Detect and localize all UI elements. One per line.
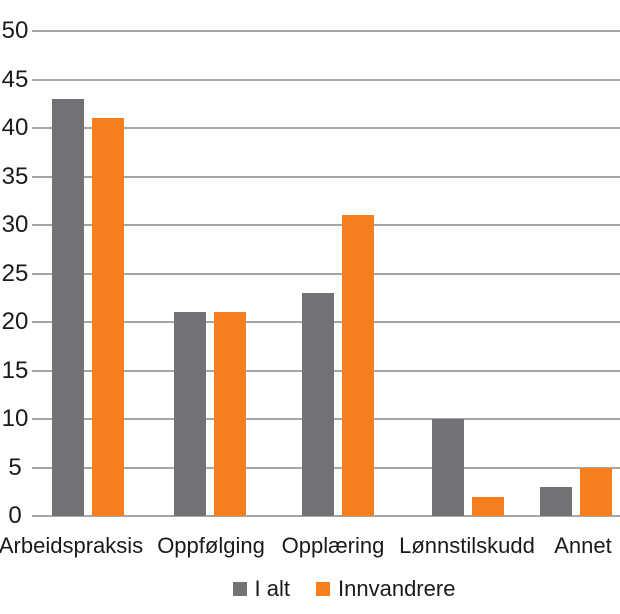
bar-i-alt-arbeidspraksis — [52, 98, 84, 516]
y-tick-label-20: 20 — [1, 308, 29, 335]
gridline-50 — [32, 30, 620, 32]
category-label-oppl-ring: Opplæring — [281, 533, 385, 558]
bar-innvandrere-annet — [580, 467, 612, 516]
bar-innvandrere-oppf-lging — [214, 312, 246, 516]
category-label-arbeidspraksis: Arbeidspraksis — [0, 533, 144, 558]
y-tick-label-40: 40 — [1, 114, 29, 141]
y-tick-label-5: 5 — [8, 453, 22, 481]
category-label-annet: Annet — [554, 533, 612, 558]
bar-i-alt-annet — [540, 486, 572, 516]
gridline-35 — [32, 175, 620, 178]
gridline-25 — [32, 272, 620, 275]
category-label-l-nnstilskudd: Lønnstilskudd — [399, 533, 535, 558]
gridline-40 — [32, 127, 620, 129]
legend: I alt Innvandrere — [32, 577, 620, 601]
y-tick-label-45: 45 — [1, 65, 29, 93]
bar-innvandrere-oppl-ring — [342, 215, 374, 516]
y-tick-label-30: 30 — [1, 211, 29, 238]
bar-i-alt-oppf-lging — [174, 312, 206, 516]
y-tick-label-15: 15 — [1, 356, 29, 384]
y-tick-label-25: 25 — [1, 259, 29, 287]
y-tick-label-10: 10 — [1, 405, 29, 432]
y-tick-label-0: 0 — [8, 502, 22, 529]
category-label-oppf-lging: Oppfølging — [157, 533, 265, 558]
legend-swatch-i-alt — [232, 582, 247, 596]
gridline-0 — [32, 515, 620, 517]
bar-i-alt-l-nnstilskudd — [431, 419, 464, 516]
bar-i-alt-oppl-ring — [302, 292, 334, 516]
gridline-30 — [32, 224, 620, 226]
bar-innvandrere-arbeidspraksis — [92, 118, 124, 516]
gridline-45 — [32, 78, 620, 81]
legend-item-innvandrere: Innvandrere — [316, 577, 455, 601]
legend-label-innvandrere: Innvandrere — [338, 576, 456, 601]
legend-label-i-alt: I alt — [254, 576, 291, 601]
legend-item-i-alt: I alt — [232, 576, 291, 601]
y-tick-label-50: 50 — [1, 17, 29, 44]
y-tick-label-35: 35 — [1, 162, 29, 190]
legend-swatch-innvandrere — [316, 582, 331, 596]
bar-innvandrere-l-nnstilskudd — [471, 496, 504, 516]
